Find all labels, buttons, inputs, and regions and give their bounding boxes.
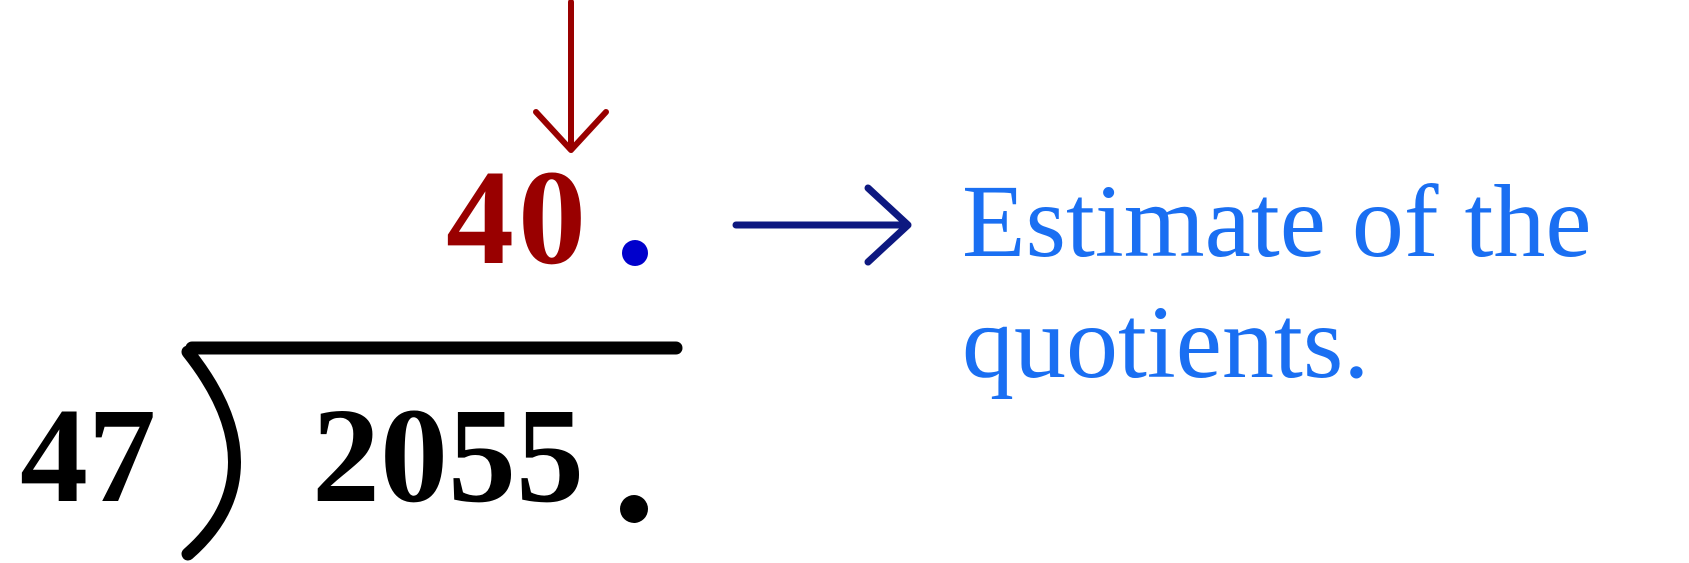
dividend-decimal-point xyxy=(620,495,648,523)
quotient-decimal-point xyxy=(622,240,648,266)
down-arrow-icon xyxy=(533,0,609,153)
right-arrow-icon xyxy=(732,184,912,266)
annotation-text: Estimate of the quotients. xyxy=(962,164,1592,400)
divisor: 47 xyxy=(20,381,156,531)
division-bracket xyxy=(181,341,683,561)
dividend: 2055 xyxy=(312,381,584,531)
quotient-estimate: 40 xyxy=(446,150,590,286)
quotient-digits: 40 xyxy=(446,143,590,293)
